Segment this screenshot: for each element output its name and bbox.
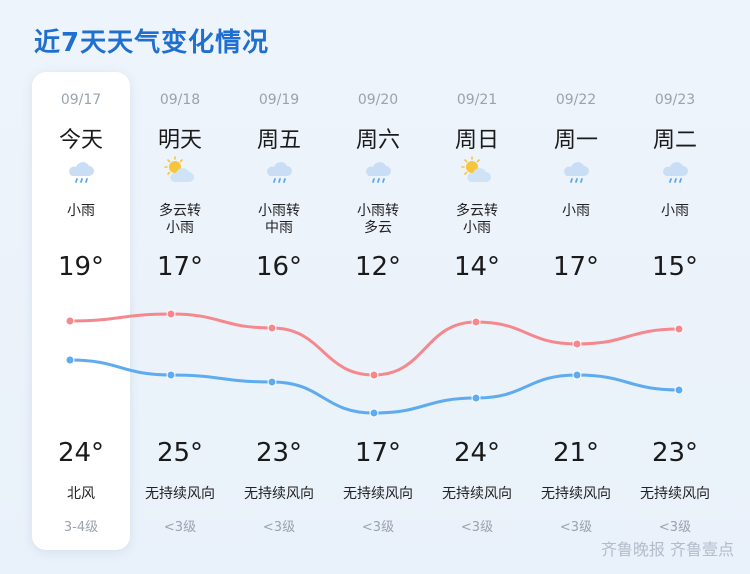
wind-level: <3级 <box>658 520 692 535</box>
condition-line-1: 小雨转 <box>258 203 300 219</box>
wind-level: <3级 <box>163 520 197 535</box>
cloud-rain-icon <box>362 156 394 186</box>
date-label: 09/19 <box>258 92 300 108</box>
upper-temperature-curve <box>69 312 680 377</box>
condition-line-1: 多云转 <box>456 203 498 219</box>
date-label: 09/21 <box>456 92 498 108</box>
date-label: 09/18 <box>159 92 201 108</box>
day-label: 周五 <box>256 128 301 153</box>
upper-temperature: 17° <box>552 252 600 282</box>
condition-text: 小雨 <box>32 203 130 220</box>
lower-curve-point <box>65 355 75 365</box>
condition-line-2: 小雨 <box>166 220 194 236</box>
day-column: 09/20 周六 小雨转 多云 12° 17° 无持续风向 <3级 <box>329 72 427 550</box>
wind-level: <3级 <box>361 520 395 535</box>
cloud-rain-icon <box>65 156 97 186</box>
condition-line-2: 多云 <box>364 220 392 236</box>
condition-line-1: 小雨 <box>562 203 590 219</box>
wind-level: <3级 <box>460 520 494 535</box>
lower-curve-point <box>674 385 684 395</box>
day-column: 09/17 今天 小雨 19° 24° 北风 3-4级 <box>32 72 130 550</box>
day-label: 周二 <box>652 128 697 153</box>
upper-curve-point <box>572 339 582 349</box>
day-label: 今天 <box>58 128 103 153</box>
condition-text: 小雨 <box>626 203 724 220</box>
lower-temperature: 24° <box>57 438 105 468</box>
day-column: 09/22 周一 小雨 17° 21° 无持续风向 <3级 <box>527 72 625 550</box>
wind-direction: 无持续风向 <box>244 486 314 502</box>
day-column: 09/23 周二 小雨 15° 23° 无持续风向 <3级 <box>626 72 724 550</box>
upper-curve-point <box>369 370 379 380</box>
upper-curve-point <box>267 323 277 333</box>
wind-direction: 无持续风向 <box>541 486 611 502</box>
day-label: 周一 <box>553 128 598 153</box>
lower-temperature: 23° <box>651 438 699 468</box>
cloud-rain-icon <box>659 156 691 186</box>
lower-curve-point <box>471 393 481 403</box>
wind-direction: 无持续风向 <box>343 486 413 502</box>
upper-curve-point <box>166 309 176 319</box>
day-column: 09/19 周五 小雨转 中雨 16° 23° 无持续风向 <3级 <box>230 72 328 550</box>
condition-text: 小雨 <box>527 203 625 220</box>
lower-curve-point <box>572 370 582 380</box>
lower-temperature: 25° <box>156 438 204 468</box>
condition-text: 多云转 小雨 <box>131 203 229 237</box>
day-label: 周日 <box>454 128 499 153</box>
sun-cloud-icon <box>461 156 493 186</box>
date-label: 09/17 <box>60 92 102 108</box>
wind-level: 3-4级 <box>63 520 99 535</box>
upper-curve-point <box>674 324 684 334</box>
upper-temperature: 15° <box>651 252 699 282</box>
wind-level: <3级 <box>262 520 296 535</box>
condition-text: 小雨转 中雨 <box>230 203 328 237</box>
page-title: 近7天天气变化情况 <box>34 28 270 58</box>
upper-curve-point <box>65 316 75 326</box>
day-column: 09/18 明天 多云转 小雨 17° 25° 无持续风向 <3级 <box>131 72 229 550</box>
cloud-rain-icon <box>560 156 592 186</box>
upper-curve-point <box>471 317 481 327</box>
wind-level: <3级 <box>559 520 593 535</box>
condition-line-1: 小雨 <box>661 203 689 219</box>
condition-line-1: 小雨转 <box>357 203 399 219</box>
upper-temperature: 12° <box>354 252 402 282</box>
sun-cloud-icon <box>164 156 196 186</box>
condition-line-1: 小雨 <box>67 203 95 219</box>
lower-temperature: 24° <box>453 438 501 468</box>
condition-text: 多云转 小雨 <box>428 203 526 237</box>
wind-direction: 无持续风向 <box>640 486 710 502</box>
lower-curve-point <box>369 408 379 418</box>
condition-text: 小雨转 多云 <box>329 203 427 237</box>
date-label: 09/20 <box>357 92 399 108</box>
upper-temperature: 19° <box>57 252 105 282</box>
lower-temperature: 23° <box>255 438 303 468</box>
date-label: 09/23 <box>654 92 696 108</box>
watermark: 齐鲁晚报 齐鲁壹点 <box>600 540 734 559</box>
upper-temperature: 14° <box>453 252 501 282</box>
lower-temperature: 21° <box>552 438 600 468</box>
day-label: 明天 <box>157 128 202 153</box>
today-card <box>32 72 130 550</box>
lower-curve-point <box>166 370 176 380</box>
lower-temperature: 17° <box>354 438 402 468</box>
day-column: 09/21 周日 多云转 小雨 14° 24° 无持续风向 <3级 <box>428 72 526 550</box>
lower-curve-point <box>267 377 277 387</box>
upper-temperature: 17° <box>156 252 204 282</box>
condition-line-2: 小雨 <box>463 220 491 236</box>
condition-line-2: 中雨 <box>265 220 293 236</box>
date-label: 09/22 <box>555 92 597 108</box>
wind-direction: 无持续风向 <box>442 486 512 502</box>
condition-line-1: 多云转 <box>159 203 201 219</box>
lower-temperature-curve <box>69 358 680 415</box>
wind-direction: 北风 <box>67 486 95 502</box>
wind-direction: 无持续风向 <box>145 486 215 502</box>
upper-temperature: 16° <box>255 252 303 282</box>
cloud-rain-icon <box>263 156 295 186</box>
day-label: 周六 <box>355 128 400 153</box>
